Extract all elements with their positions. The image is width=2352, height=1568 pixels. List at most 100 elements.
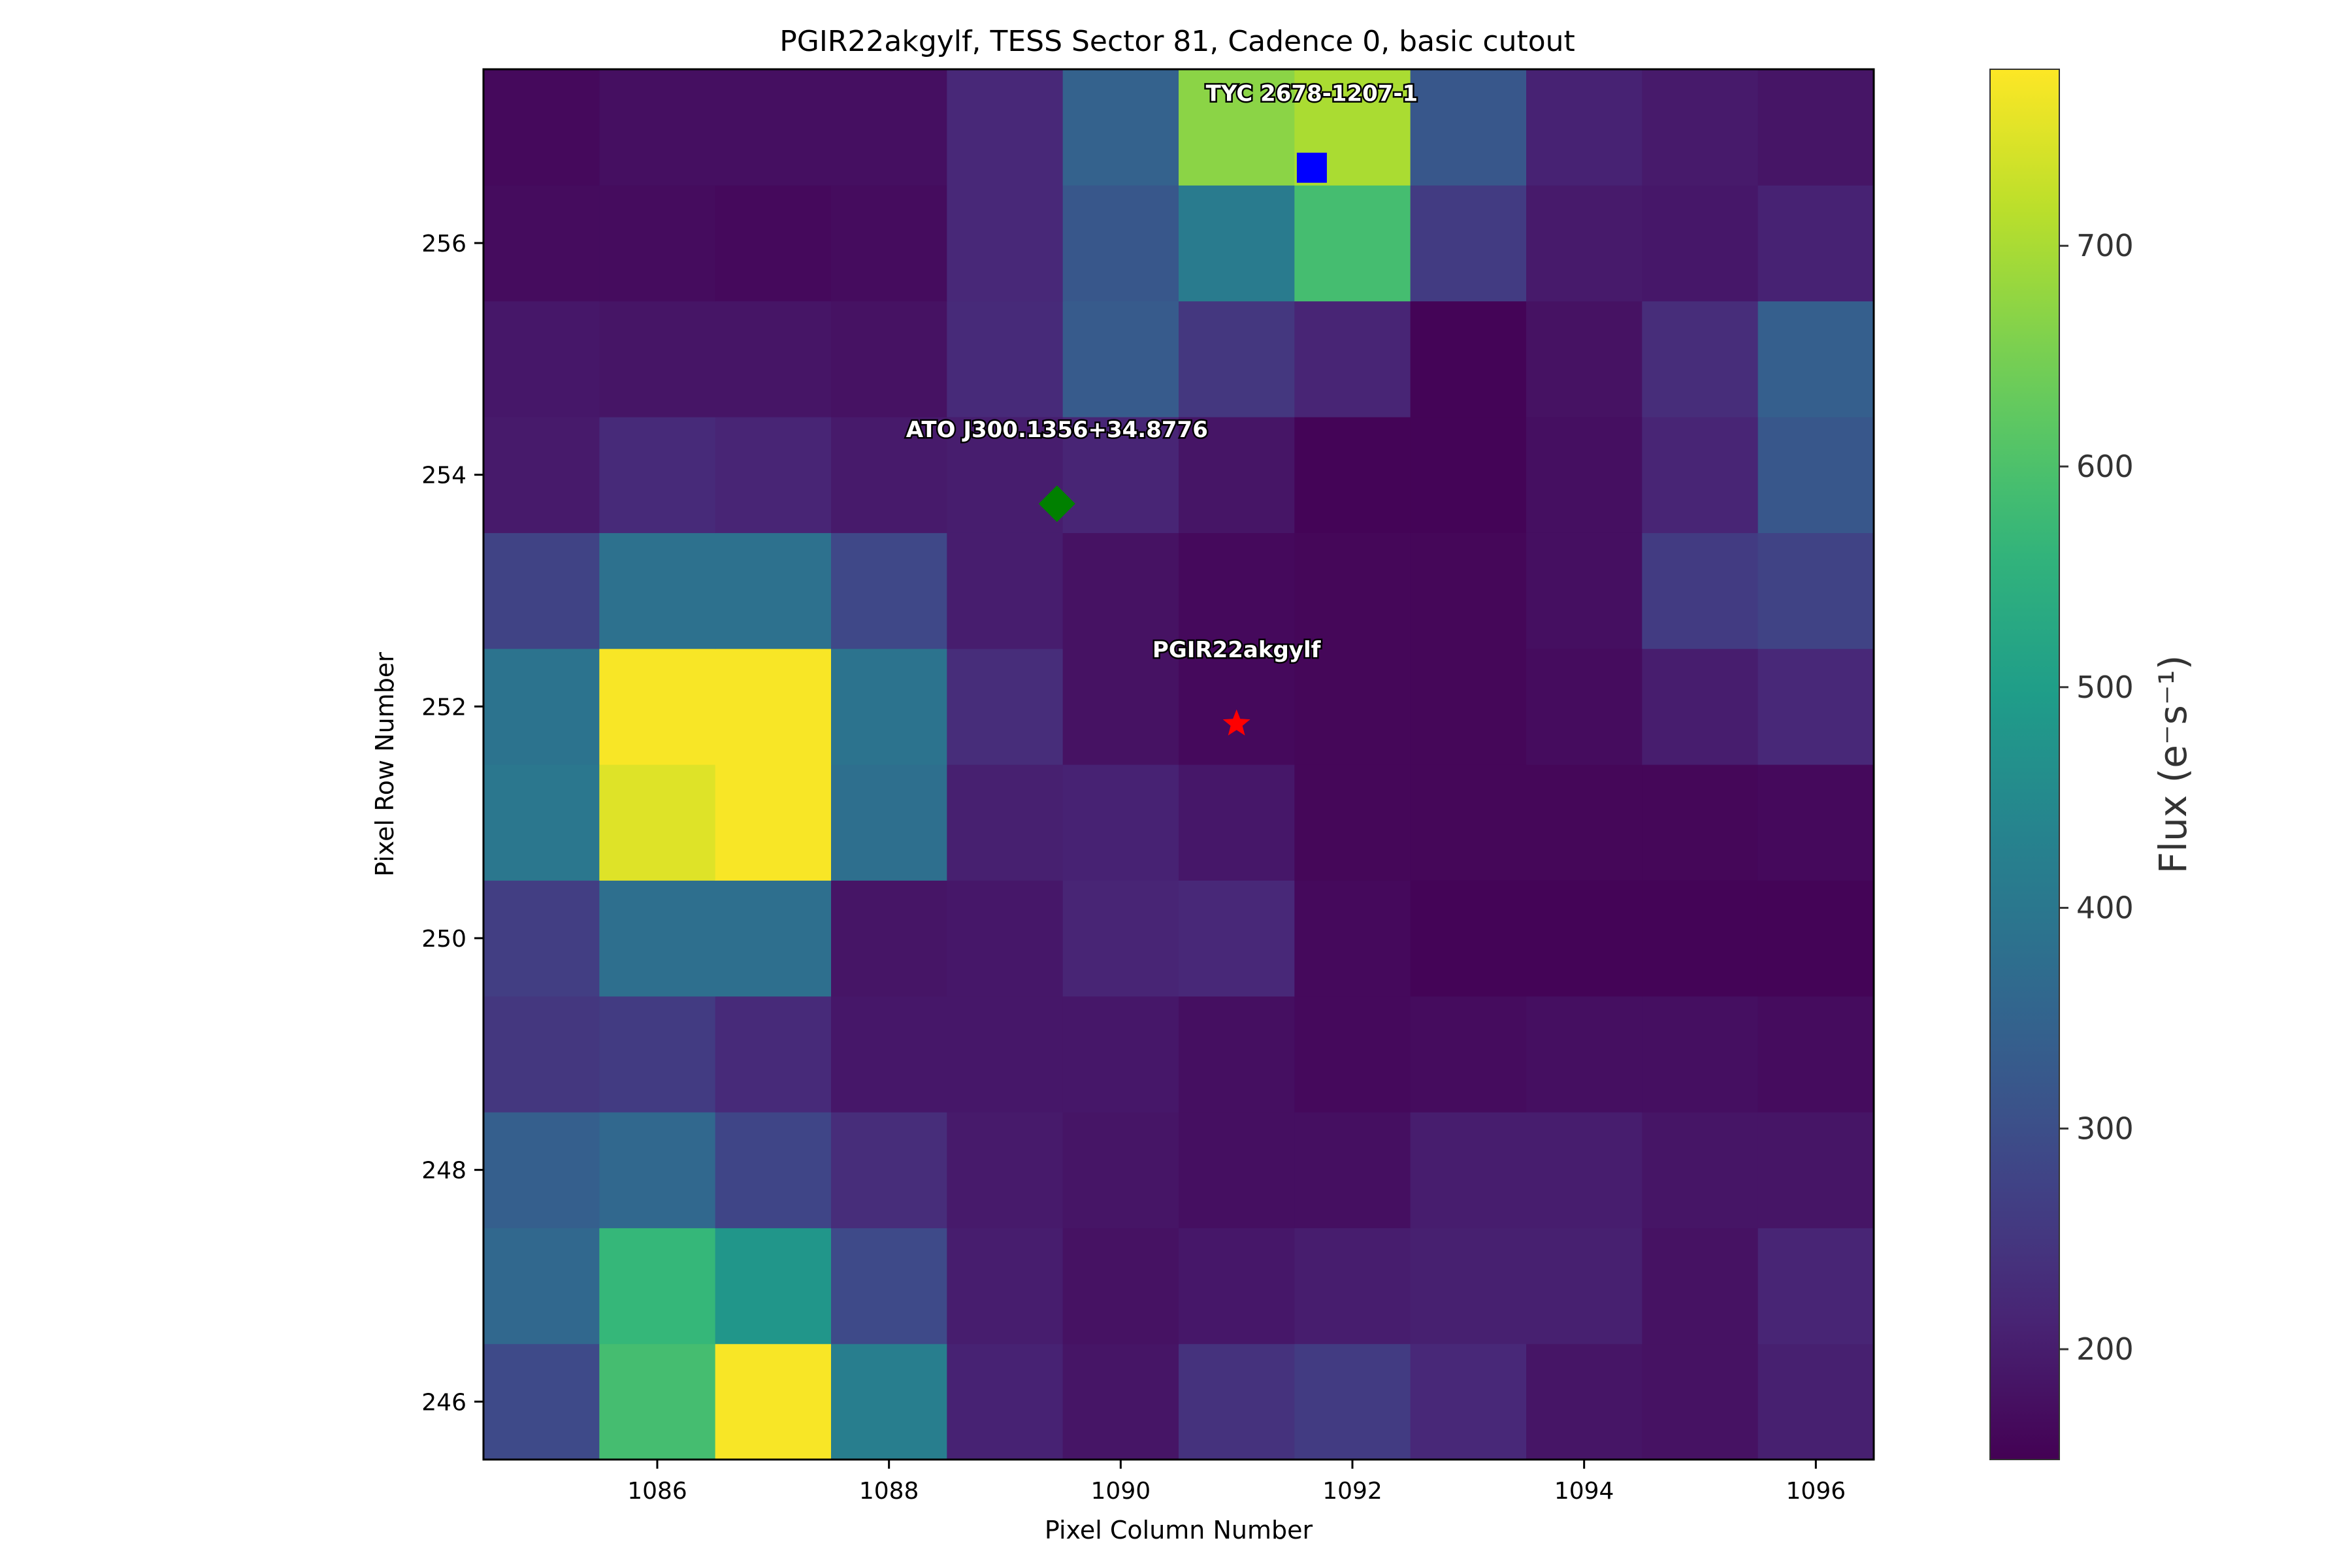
y-tick-label: 250 (421, 926, 466, 953)
plot-frame (482, 68, 1875, 1461)
heatmap-cell (1757, 764, 1874, 881)
heatmap-cell (947, 1343, 1064, 1460)
heatmap-cell (1757, 996, 1874, 1113)
colorbar-tick-label: 500 (2076, 670, 2134, 705)
heatmap-cell (1642, 1343, 1759, 1460)
heatmap-cell (1179, 69, 1295, 186)
heatmap-cell (1757, 880, 1874, 997)
heatmap-cell (1757, 417, 1874, 533)
heatmap-cell (483, 764, 600, 881)
heatmap-cell (1294, 648, 1411, 765)
heatmap-cell (599, 69, 716, 186)
square-marker (1296, 152, 1327, 183)
heatmap-cell (831, 996, 947, 1113)
marker-label: TYC 2678-1207-1 (1206, 81, 1418, 107)
heatmap-cell (1642, 417, 1759, 533)
heatmap-cell (1062, 185, 1179, 302)
heatmap-cell (1179, 1112, 1295, 1228)
heatmap-cell (1526, 1228, 1642, 1345)
heatmap-cell (1642, 69, 1759, 186)
marker-label: PGIR22akgylf (1152, 637, 1322, 663)
heatmap-cell (831, 1112, 947, 1228)
heatmap-cell (1526, 996, 1642, 1113)
heatmap-cell (715, 69, 832, 186)
heatmap-cell (483, 996, 600, 1113)
heatmap-cell (947, 1228, 1064, 1345)
heatmap-cell (947, 301, 1064, 417)
heatmap-cell (1526, 185, 1642, 302)
heatmap-cell (715, 1343, 832, 1460)
heatmap-cell (831, 1343, 947, 1460)
heatmap-cell (1062, 1228, 1179, 1345)
heatmap-cell (1179, 1343, 1295, 1460)
heatmap-cell (1642, 532, 1759, 649)
y-tick-label: 248 (421, 1158, 466, 1184)
heatmap-cell (947, 532, 1064, 649)
colorbar-tick-label: 300 (2076, 1111, 2134, 1146)
heatmap-cell (831, 301, 947, 417)
heatmap-cell (1062, 301, 1179, 417)
heatmap-cell (1294, 417, 1411, 533)
heatmap-cell (1757, 1228, 1874, 1345)
colorbar-tick-label: 600 (2076, 449, 2134, 484)
heatmap-cell (599, 1343, 716, 1460)
heatmap-cell (1179, 880, 1295, 997)
heatmap-cell (831, 69, 947, 186)
heatmap-cell (715, 1112, 832, 1228)
heatmap-cell (1410, 69, 1527, 186)
heatmap-cell (1179, 185, 1295, 302)
heatmap-cell (599, 1112, 716, 1228)
heatmap-cell (1294, 1112, 1411, 1228)
heatmap-cell (1294, 880, 1411, 997)
x-tick-label: 1094 (1554, 1478, 1614, 1505)
heatmap-cell (1642, 185, 1759, 302)
heatmap-cell (1526, 532, 1642, 649)
heatmap-cell (1062, 417, 1179, 533)
heatmap-cell (1294, 301, 1411, 417)
heatmap-cell (599, 417, 716, 533)
heatmap-cell (1642, 764, 1759, 881)
heatmap-cell (947, 648, 1064, 765)
heatmap-cell (1757, 301, 1874, 417)
heatmap-cell (1179, 648, 1295, 765)
heatmap-cell (831, 1228, 947, 1345)
heatmap-cell (483, 301, 600, 417)
heatmap-cell (1410, 880, 1527, 997)
heatmap-cell (483, 880, 600, 997)
y-tick-label: 252 (421, 694, 466, 721)
y-tick-label: 256 (421, 231, 466, 257)
heatmap-cell (947, 880, 1064, 997)
heatmap-cell (1410, 764, 1527, 881)
heatmap-cell (1526, 648, 1642, 765)
heatmap-cell (1526, 764, 1642, 881)
colorbar-ticks: 200 300 400 500 600 700 (2059, 228, 2134, 1367)
heatmap-cell (947, 69, 1064, 186)
heatmap-cell (831, 764, 947, 881)
heatmap-cell (599, 1228, 716, 1345)
heatmap-cell (1062, 1112, 1179, 1228)
heatmap-cell (1757, 69, 1874, 186)
heatmap-cell (599, 301, 716, 417)
x-axis-ticks: 1086 1088 1090 1092 1094 1096 (627, 1460, 1846, 1505)
heatmap-cell (1410, 301, 1527, 417)
heatmap-cell (1526, 301, 1642, 417)
heatmap-cell (599, 648, 716, 765)
heatmap-cell (831, 648, 947, 765)
heatmap-cell (599, 880, 716, 997)
x-tick-label: 1088 (859, 1478, 919, 1505)
heatmap-cell (715, 417, 832, 533)
heatmap-cell (1294, 532, 1411, 649)
x-tick-label: 1096 (1786, 1478, 1846, 1505)
heatmap-cell (1179, 764, 1295, 881)
heatmap-cell (1062, 1343, 1179, 1460)
heatmap-cell (1179, 301, 1295, 417)
heatmap-cell (715, 185, 832, 302)
colorbar (1989, 69, 2060, 1460)
heatmap-cell (483, 69, 600, 186)
heatmap-cell (1410, 417, 1527, 533)
heatmap-cells (483, 69, 1874, 1460)
heatmap-cell (1179, 1228, 1295, 1345)
heatmap-cell (1642, 648, 1759, 765)
heatmap-cell (1642, 996, 1759, 1113)
